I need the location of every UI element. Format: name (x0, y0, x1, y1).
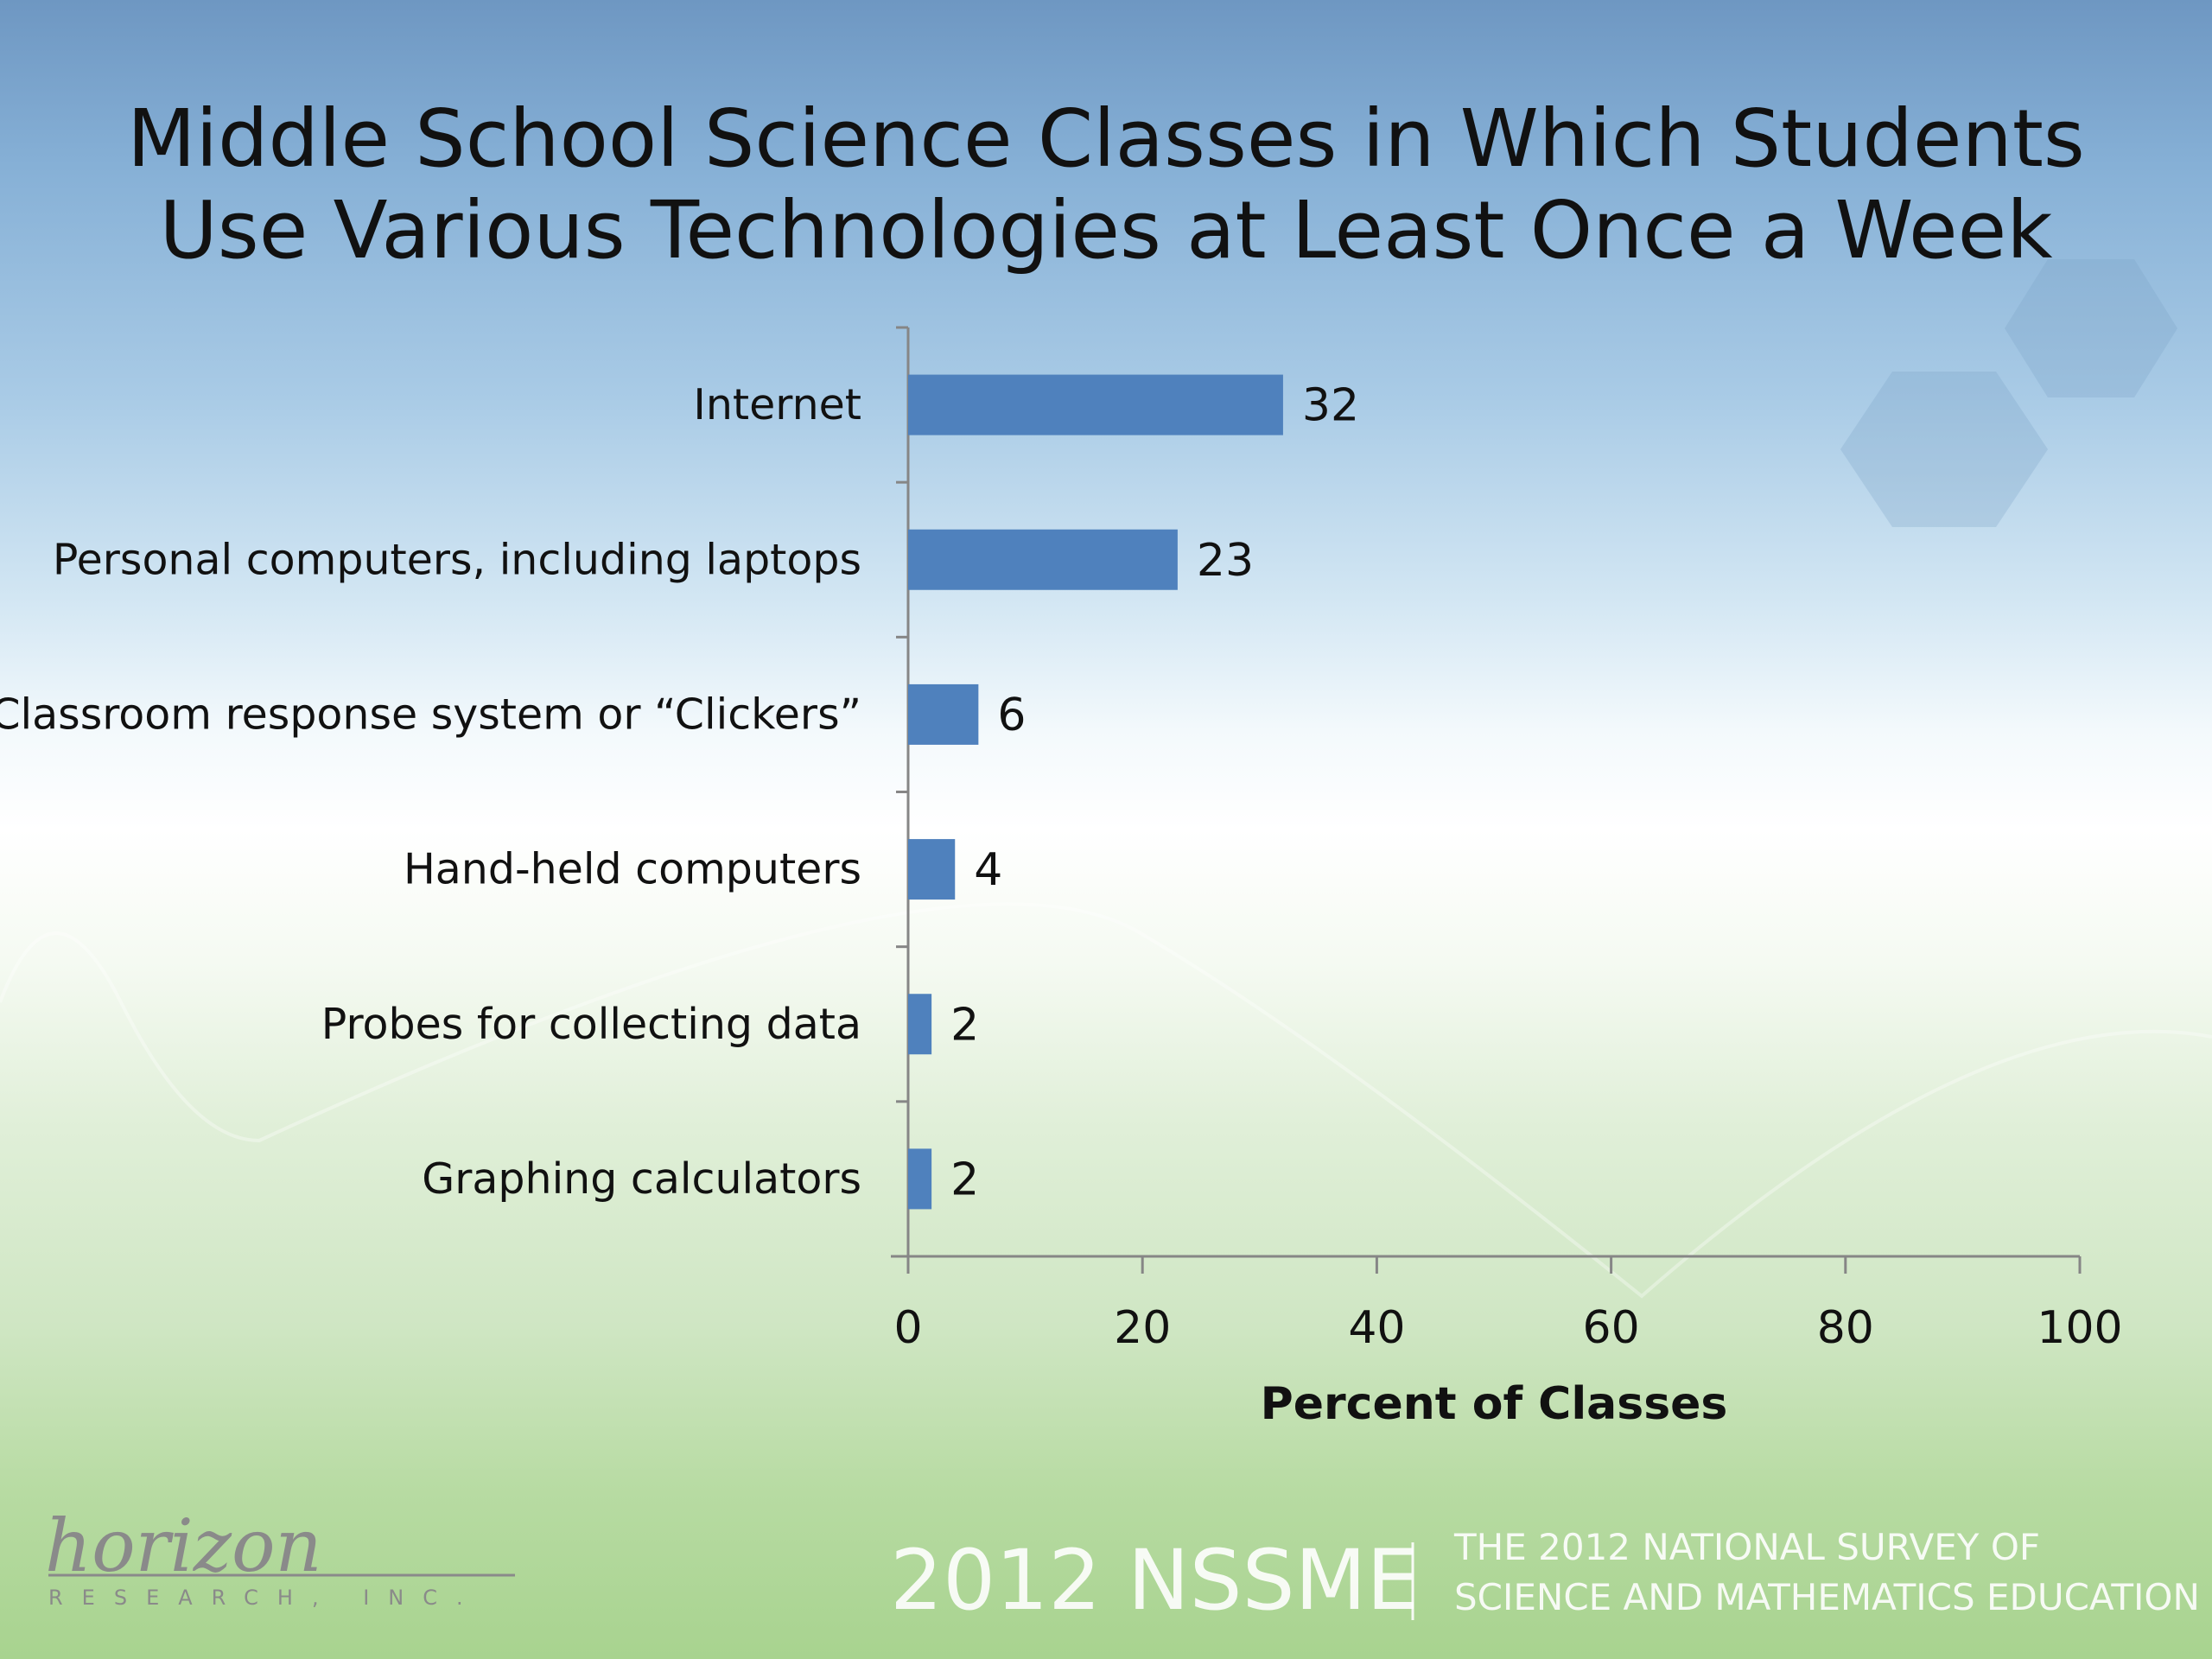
y-axis-ticks (896, 326, 908, 1258)
hexagon-decoration (1840, 372, 2048, 527)
x-tick-label: 40 (1348, 1302, 1405, 1354)
data-label: 32 (1302, 380, 1359, 432)
bar (908, 529, 1178, 590)
wave-decoration (0, 902, 2212, 1299)
hexagon-decoration (2005, 259, 2177, 397)
x-tick-label: 100 (2037, 1302, 2122, 1354)
logo-subtext: RESEARCH, INC. (48, 1586, 482, 1610)
survey-name-line-2: SCIENCE AND MATHEMATICS EDUCATION (1454, 1576, 2200, 1618)
survey-name-line-1: THE 2012 NATIONAL SURVEY OF (1453, 1526, 2040, 1568)
data-label: 6 (997, 690, 1026, 741)
x-tick-label: 0 (893, 1302, 922, 1354)
chart-title-line-2: Use Various Technologies at Least Once a… (159, 184, 2053, 276)
chart-title-line-1: Middle School Science Classes in Which S… (127, 92, 2085, 185)
category-label: Hand-held computers (404, 845, 861, 894)
horizon-logo: horizon RESEARCH, INC. (45, 1503, 515, 1610)
bar-series: Internet 32 Personal computers, including … (0, 374, 1359, 1210)
x-axis-title: Percent of Classes (1261, 1378, 1728, 1430)
category-label: Graphing calculators (422, 1154, 861, 1204)
x-tick-label: 60 (1583, 1302, 1640, 1354)
bar (908, 994, 932, 1055)
nssme-branding: 2012 NSSME (890, 1532, 1419, 1629)
category-label: Internet (693, 380, 861, 429)
data-label: 4 (974, 844, 1002, 896)
bar (908, 374, 1283, 435)
x-axis-ticks: 0 20 40 60 80 100 (893, 1256, 2123, 1354)
category-label: Probes for collecting data (321, 1000, 861, 1049)
x-tick-label: 20 (1114, 1302, 1171, 1354)
data-label: 23 (1197, 535, 1254, 587)
data-label: 2 (950, 1154, 979, 1205)
data-label: 2 (950, 999, 979, 1051)
background-decoration (0, 259, 2212, 1299)
category-label: Personal computers, including laptops (53, 535, 861, 584)
bar (908, 1148, 932, 1210)
category-label: Classroom response system or “Clickers” (0, 690, 861, 739)
bar (908, 839, 956, 900)
x-tick-label: 80 (1817, 1302, 1874, 1354)
bar (908, 683, 979, 745)
